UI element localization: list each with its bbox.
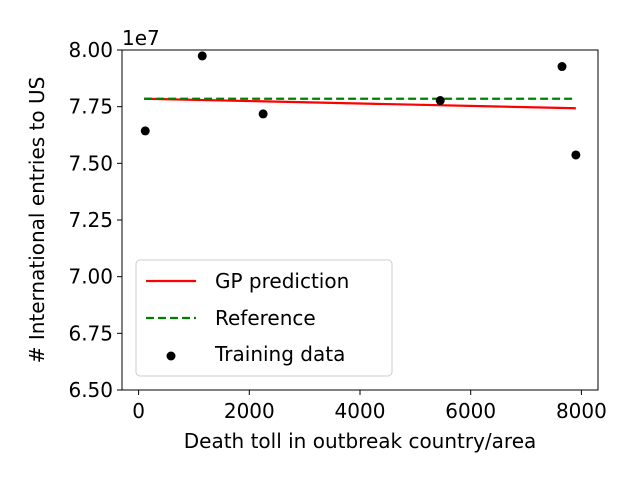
legend-label: GP prediction	[215, 269, 349, 293]
data-point	[197, 51, 207, 61]
x-tick-label: 2000	[224, 399, 275, 423]
y-tick-label: 7.00	[68, 265, 113, 289]
data-point	[435, 96, 445, 106]
y-tick-label: 7.50	[68, 151, 113, 175]
x-tick-label: 8000	[556, 399, 607, 423]
x-tick-label: 0	[132, 399, 145, 423]
data-point	[258, 109, 268, 119]
y-tick-label: 7.25	[68, 208, 113, 232]
y-axis-label: # International entries to US	[25, 77, 49, 364]
series-line-gp-prediction	[144, 97, 576, 110]
y-tick-label: 6.50	[68, 378, 113, 402]
x-tick-label: 6000	[445, 399, 496, 423]
plot-area: 0 2000 4000 6000 8000 6.50 6.75 7.00 7.25 7.50 7.7…	[68, 38, 606, 423]
data-point	[571, 150, 581, 160]
y-tick-label: 7.75	[68, 95, 113, 119]
data-point	[140, 126, 150, 136]
x-tick-label: 4000	[335, 399, 386, 423]
data-point	[557, 62, 567, 72]
legend-label: Reference	[215, 306, 316, 330]
legend-box	[135, 259, 393, 377]
y-offset-label: 1e7	[122, 26, 160, 50]
legend-label: Training data	[214, 342, 345, 366]
x-axis-label: Death toll in outbreak country/area	[184, 429, 537, 453]
legend: GP prediction Reference Training data	[135, 259, 393, 377]
y-tick-label: 8.00	[68, 38, 113, 62]
y-tick-label: 6.75	[68, 321, 113, 345]
legend-marker-swatch	[166, 351, 176, 361]
